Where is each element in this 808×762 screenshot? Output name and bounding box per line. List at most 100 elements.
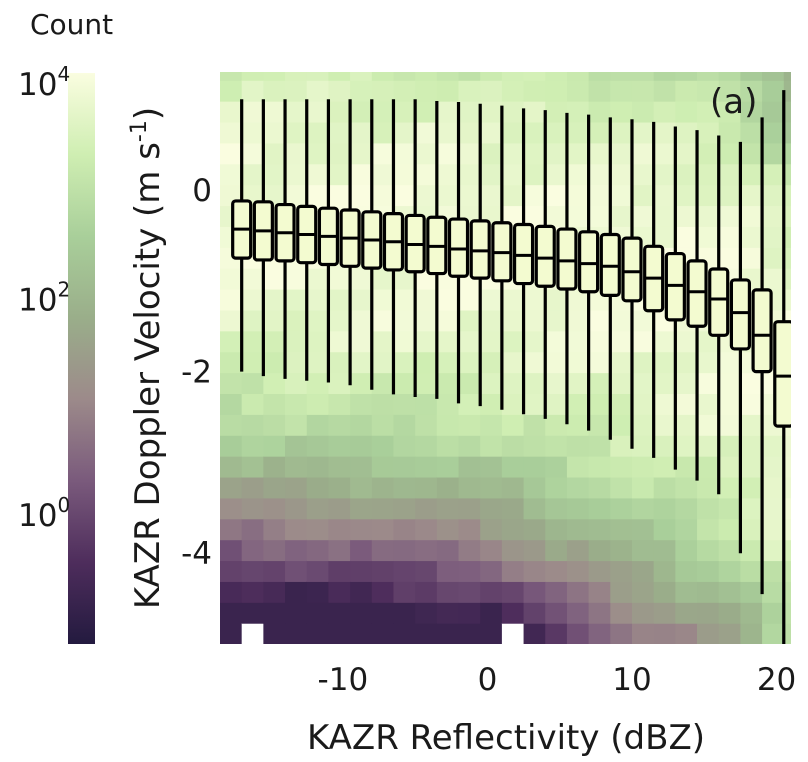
heatmap-cell xyxy=(458,581,481,603)
heatmap-cell xyxy=(653,72,676,81)
box xyxy=(729,278,752,351)
heatmap-cell xyxy=(393,414,416,436)
heatmap-cell xyxy=(263,476,286,499)
heatmap-cell xyxy=(523,476,546,499)
heatmap-cell xyxy=(631,351,655,374)
heatmap-cell xyxy=(328,435,351,457)
heatmap-cell xyxy=(631,518,655,541)
heatmap-cell xyxy=(610,623,633,644)
heatmap-cell xyxy=(263,309,286,332)
heatmap-cell xyxy=(675,72,698,81)
heatmap-cell xyxy=(350,414,373,436)
heatmap-cell xyxy=(588,518,611,541)
heatmap-cell xyxy=(588,184,611,207)
heatmap-cell xyxy=(393,330,416,353)
heatmap-cell xyxy=(220,623,243,644)
heatmap-cell xyxy=(480,142,503,165)
heatmap-cell xyxy=(350,288,373,311)
heatmap-cell xyxy=(220,435,243,457)
heatmap-cell xyxy=(631,72,655,81)
heatmap-cell xyxy=(610,142,633,165)
heatmap-cell xyxy=(350,101,373,123)
heatmap-cell xyxy=(545,205,568,227)
heatmap-cell xyxy=(697,80,720,102)
heatmap-cell xyxy=(328,372,351,395)
heatmap-cell xyxy=(501,393,525,415)
heatmap-cell xyxy=(241,142,264,165)
heatmap-cell xyxy=(306,184,330,207)
heatmap-cell xyxy=(393,72,416,81)
heatmap-cell xyxy=(762,121,785,144)
heatmap-cell xyxy=(740,539,763,562)
heatmap-cell xyxy=(263,539,286,562)
heatmap-cell xyxy=(306,602,330,624)
heatmap-cell xyxy=(675,456,698,478)
heatmap-cell xyxy=(631,184,655,207)
heatmap-cell xyxy=(458,414,481,436)
heatmap-cell xyxy=(783,163,791,186)
boxplot xyxy=(729,141,752,554)
heatmap-cell xyxy=(501,330,525,353)
heatmap-cell xyxy=(740,476,763,499)
heatmap-cell xyxy=(762,518,785,541)
heatmap-cell xyxy=(631,205,655,227)
heatmap-cell xyxy=(501,288,525,311)
heatmap-cell xyxy=(740,518,763,541)
heatmap-cell xyxy=(241,476,264,499)
heatmap-cell xyxy=(371,539,395,562)
heatmap-cell xyxy=(371,581,395,603)
heatmap-cell xyxy=(566,163,590,186)
heatmap-cell xyxy=(783,142,791,165)
heatmap-cell xyxy=(566,351,590,374)
heatmap-cell xyxy=(501,435,525,457)
heatmap-cell xyxy=(566,476,590,499)
heatmap-cell xyxy=(718,226,742,248)
heatmap-cell xyxy=(762,163,785,186)
heatmap-cell xyxy=(371,330,395,353)
heatmap-cell xyxy=(653,163,676,186)
heatmap-cell xyxy=(263,602,286,624)
heatmap-cell xyxy=(436,184,460,207)
heatmap-cell xyxy=(458,560,481,582)
heatmap-cell xyxy=(501,184,525,207)
heatmap-cell xyxy=(675,226,698,248)
heatmap-cell xyxy=(523,456,546,478)
heatmap-cell xyxy=(783,518,791,541)
heatmap-cell xyxy=(393,602,416,624)
heatmap-cell xyxy=(285,163,308,186)
heatmap-cell xyxy=(393,351,416,374)
heatmap-cell xyxy=(480,560,503,582)
heatmap-cell xyxy=(328,80,351,102)
heatmap-cell xyxy=(610,602,633,624)
heatmap-cell xyxy=(415,372,438,395)
heatmap-cell xyxy=(501,456,525,478)
heatmap-cell xyxy=(306,476,330,499)
heatmap-cell xyxy=(306,268,330,290)
heatmap-cell xyxy=(393,142,416,165)
heatmap-cell xyxy=(263,288,286,311)
heatmap-cell xyxy=(306,414,330,436)
heatmap-cell xyxy=(740,414,763,436)
heatmap-cell xyxy=(328,602,351,624)
heatmap-cell xyxy=(675,581,698,603)
boxplot xyxy=(512,108,535,415)
heatmap-cell xyxy=(285,72,308,81)
heatmap-cell xyxy=(545,476,568,499)
box xyxy=(773,320,791,428)
heatmap-cell xyxy=(458,142,481,165)
heatmap-cell xyxy=(718,602,742,624)
heatmap-cell xyxy=(480,414,503,436)
heatmap-cell xyxy=(241,518,264,541)
boxplot xyxy=(404,99,426,398)
heatmap-cell xyxy=(458,288,481,311)
heatmap-cell xyxy=(458,623,481,644)
y-axis-title-exponent: -1 xyxy=(127,120,152,142)
heatmap-cell xyxy=(285,435,308,457)
heatmap-cell xyxy=(675,560,698,582)
heatmap-cell xyxy=(523,351,546,374)
heatmap-cell xyxy=(501,560,525,582)
heatmap-cell xyxy=(545,101,568,123)
heatmap-cell xyxy=(480,330,503,353)
heatmap-cell xyxy=(566,435,590,457)
